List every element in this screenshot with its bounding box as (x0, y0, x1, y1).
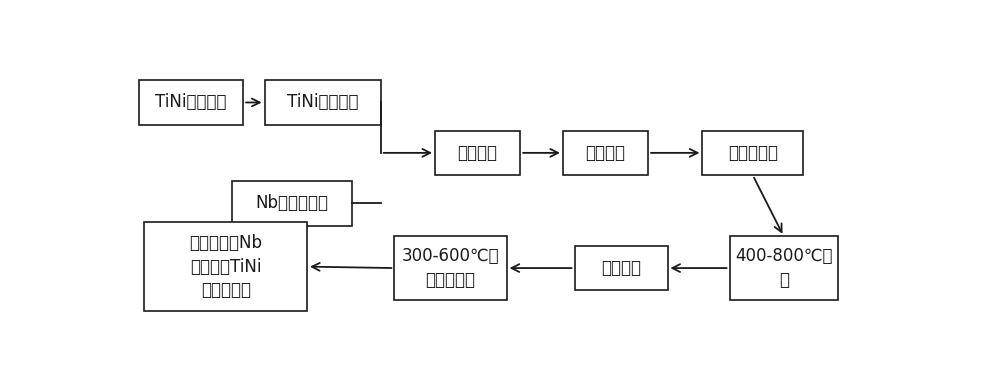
FancyBboxPatch shape (702, 131, 803, 175)
Text: 累积叠轧: 累积叠轧 (601, 259, 641, 277)
FancyBboxPatch shape (394, 236, 507, 300)
Text: 纳米片层状Nb
相增强的TiNi
基复合板材: 纳米片层状Nb 相增强的TiNi 基复合板材 (189, 234, 262, 299)
FancyBboxPatch shape (435, 131, 520, 175)
Text: 不锈钢包套: 不锈钢包套 (728, 144, 778, 162)
FancyBboxPatch shape (264, 80, 381, 125)
Text: TiNi合金酸洗: TiNi合金酸洗 (155, 94, 227, 111)
Text: 300-600℃真
空扩散退火: 300-600℃真 空扩散退火 (402, 247, 499, 289)
Text: 交替叠放: 交替叠放 (458, 144, 498, 162)
FancyBboxPatch shape (139, 80, 243, 125)
FancyBboxPatch shape (730, 236, 838, 300)
Text: TiNi超声清洗: TiNi超声清洗 (287, 94, 358, 111)
FancyBboxPatch shape (144, 222, 307, 311)
FancyBboxPatch shape (574, 246, 668, 290)
FancyBboxPatch shape (232, 181, 352, 226)
Text: Nb箔表面处理: Nb箔表面处理 (255, 194, 328, 212)
Text: 400-800℃加
热: 400-800℃加 热 (735, 247, 832, 289)
FancyBboxPatch shape (563, 131, 648, 175)
Text: 机械固定: 机械固定 (586, 144, 626, 162)
